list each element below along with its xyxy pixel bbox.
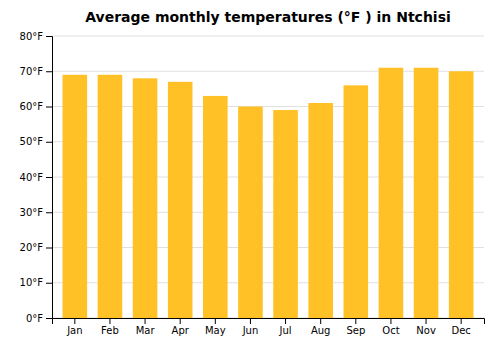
tick-label: Feb [101, 325, 119, 336]
tick: 10°F [20, 277, 52, 288]
bar [379, 68, 404, 318]
tick: Oct [382, 318, 399, 336]
tick-label: 10°F [20, 277, 44, 288]
tick-label: 60°F [20, 101, 44, 112]
tick-label: May [205, 325, 226, 336]
bar [344, 85, 369, 318]
tick-mark [46, 142, 52, 143]
tick: Jun [242, 318, 259, 336]
bar [414, 68, 439, 318]
tick: 40°F [20, 172, 52, 183]
tick: 20°F [20, 242, 52, 253]
y-axis: 0°F 10°F 20°F 30°F 40°F 50°F 60°F 70°F 80°F [20, 31, 53, 324]
tick-mark [320, 318, 321, 324]
tick: Aug [311, 318, 331, 336]
tick: Jul [279, 318, 292, 336]
tick-label: Apr [172, 325, 190, 336]
tick-label: Aug [311, 325, 331, 336]
tick: 0°F [26, 313, 52, 324]
tick-mark [215, 318, 216, 324]
tick-mark [250, 318, 251, 324]
tick-mark [46, 107, 52, 108]
tick-mark [109, 318, 110, 324]
x-axis: Jan Feb Mar Apr May Jun Jul Aug Sep Oct Nov Dec [53, 318, 485, 336]
bar [168, 82, 193, 318]
tick-label: 40°F [20, 172, 44, 183]
bar [449, 71, 474, 318]
bar [63, 75, 88, 318]
tick-mark [46, 248, 52, 249]
tick-label: 0°F [26, 313, 43, 324]
tick: 50°F [20, 136, 52, 147]
tick: Mar [136, 318, 156, 336]
tick-label: 20°F [20, 242, 44, 253]
tick-mark [46, 177, 52, 178]
tick: Nov [416, 318, 436, 336]
tick-mark [285, 318, 286, 324]
tick-mark [74, 318, 75, 324]
tick-label: Jul [279, 325, 292, 336]
tick: Jan [66, 318, 82, 336]
grid [52, 36, 484, 318]
tick: 60°F [20, 101, 52, 112]
bar [203, 96, 228, 318]
tick-label: 70°F [20, 66, 44, 77]
bar [133, 78, 158, 318]
tick-mark [145, 318, 146, 324]
tick: Feb [101, 318, 119, 336]
grid-line [52, 36, 484, 37]
tick: May [205, 318, 226, 336]
tick-mark [426, 318, 427, 324]
tick-mark [46, 212, 52, 213]
tick-label: 80°F [20, 31, 44, 42]
bar [308, 103, 333, 318]
tick-label: Nov [416, 325, 436, 336]
tick: Sep [346, 318, 365, 336]
tick-label: Oct [382, 325, 399, 336]
tick-mark [46, 71, 52, 72]
tick-mark [390, 318, 391, 324]
tick: 30°F [20, 207, 52, 218]
title: Average monthly temperatures (°F ) in Nt… [85, 9, 451, 25]
bar [98, 75, 123, 318]
axis-line [53, 319, 485, 325]
tick-label: Jan [66, 325, 82, 336]
tick-mark [461, 318, 462, 324]
tick: 70°F [20, 66, 52, 77]
bar [273, 110, 298, 318]
tick-label: Sep [346, 325, 365, 336]
tick-label: Jun [242, 325, 259, 336]
bar [238, 107, 263, 319]
tick-label: Dec [451, 325, 470, 336]
tick-label: 30°F [20, 207, 44, 218]
tick-label: 50°F [20, 136, 44, 147]
chart: 0°F 10°F 20°F 30°F 40°F 50°F 60°F 70°F 80°F Jan Fe… [0, 0, 500, 350]
tick-mark [46, 36, 52, 37]
tick-mark [355, 318, 356, 324]
bars [63, 68, 474, 318]
tick-mark [46, 283, 52, 284]
tick-mark [46, 318, 52, 319]
plot: 0°F 10°F 20°F 30°F 40°F 50°F 60°F 70°F 80°F Jan Fe… [20, 31, 485, 336]
tick: 80°F [20, 31, 52, 42]
tick: Dec [451, 318, 470, 336]
tick-label: Mar [136, 325, 156, 336]
axis-line [46, 37, 53, 319]
tick-mark [180, 318, 181, 324]
tick: Apr [172, 318, 190, 336]
